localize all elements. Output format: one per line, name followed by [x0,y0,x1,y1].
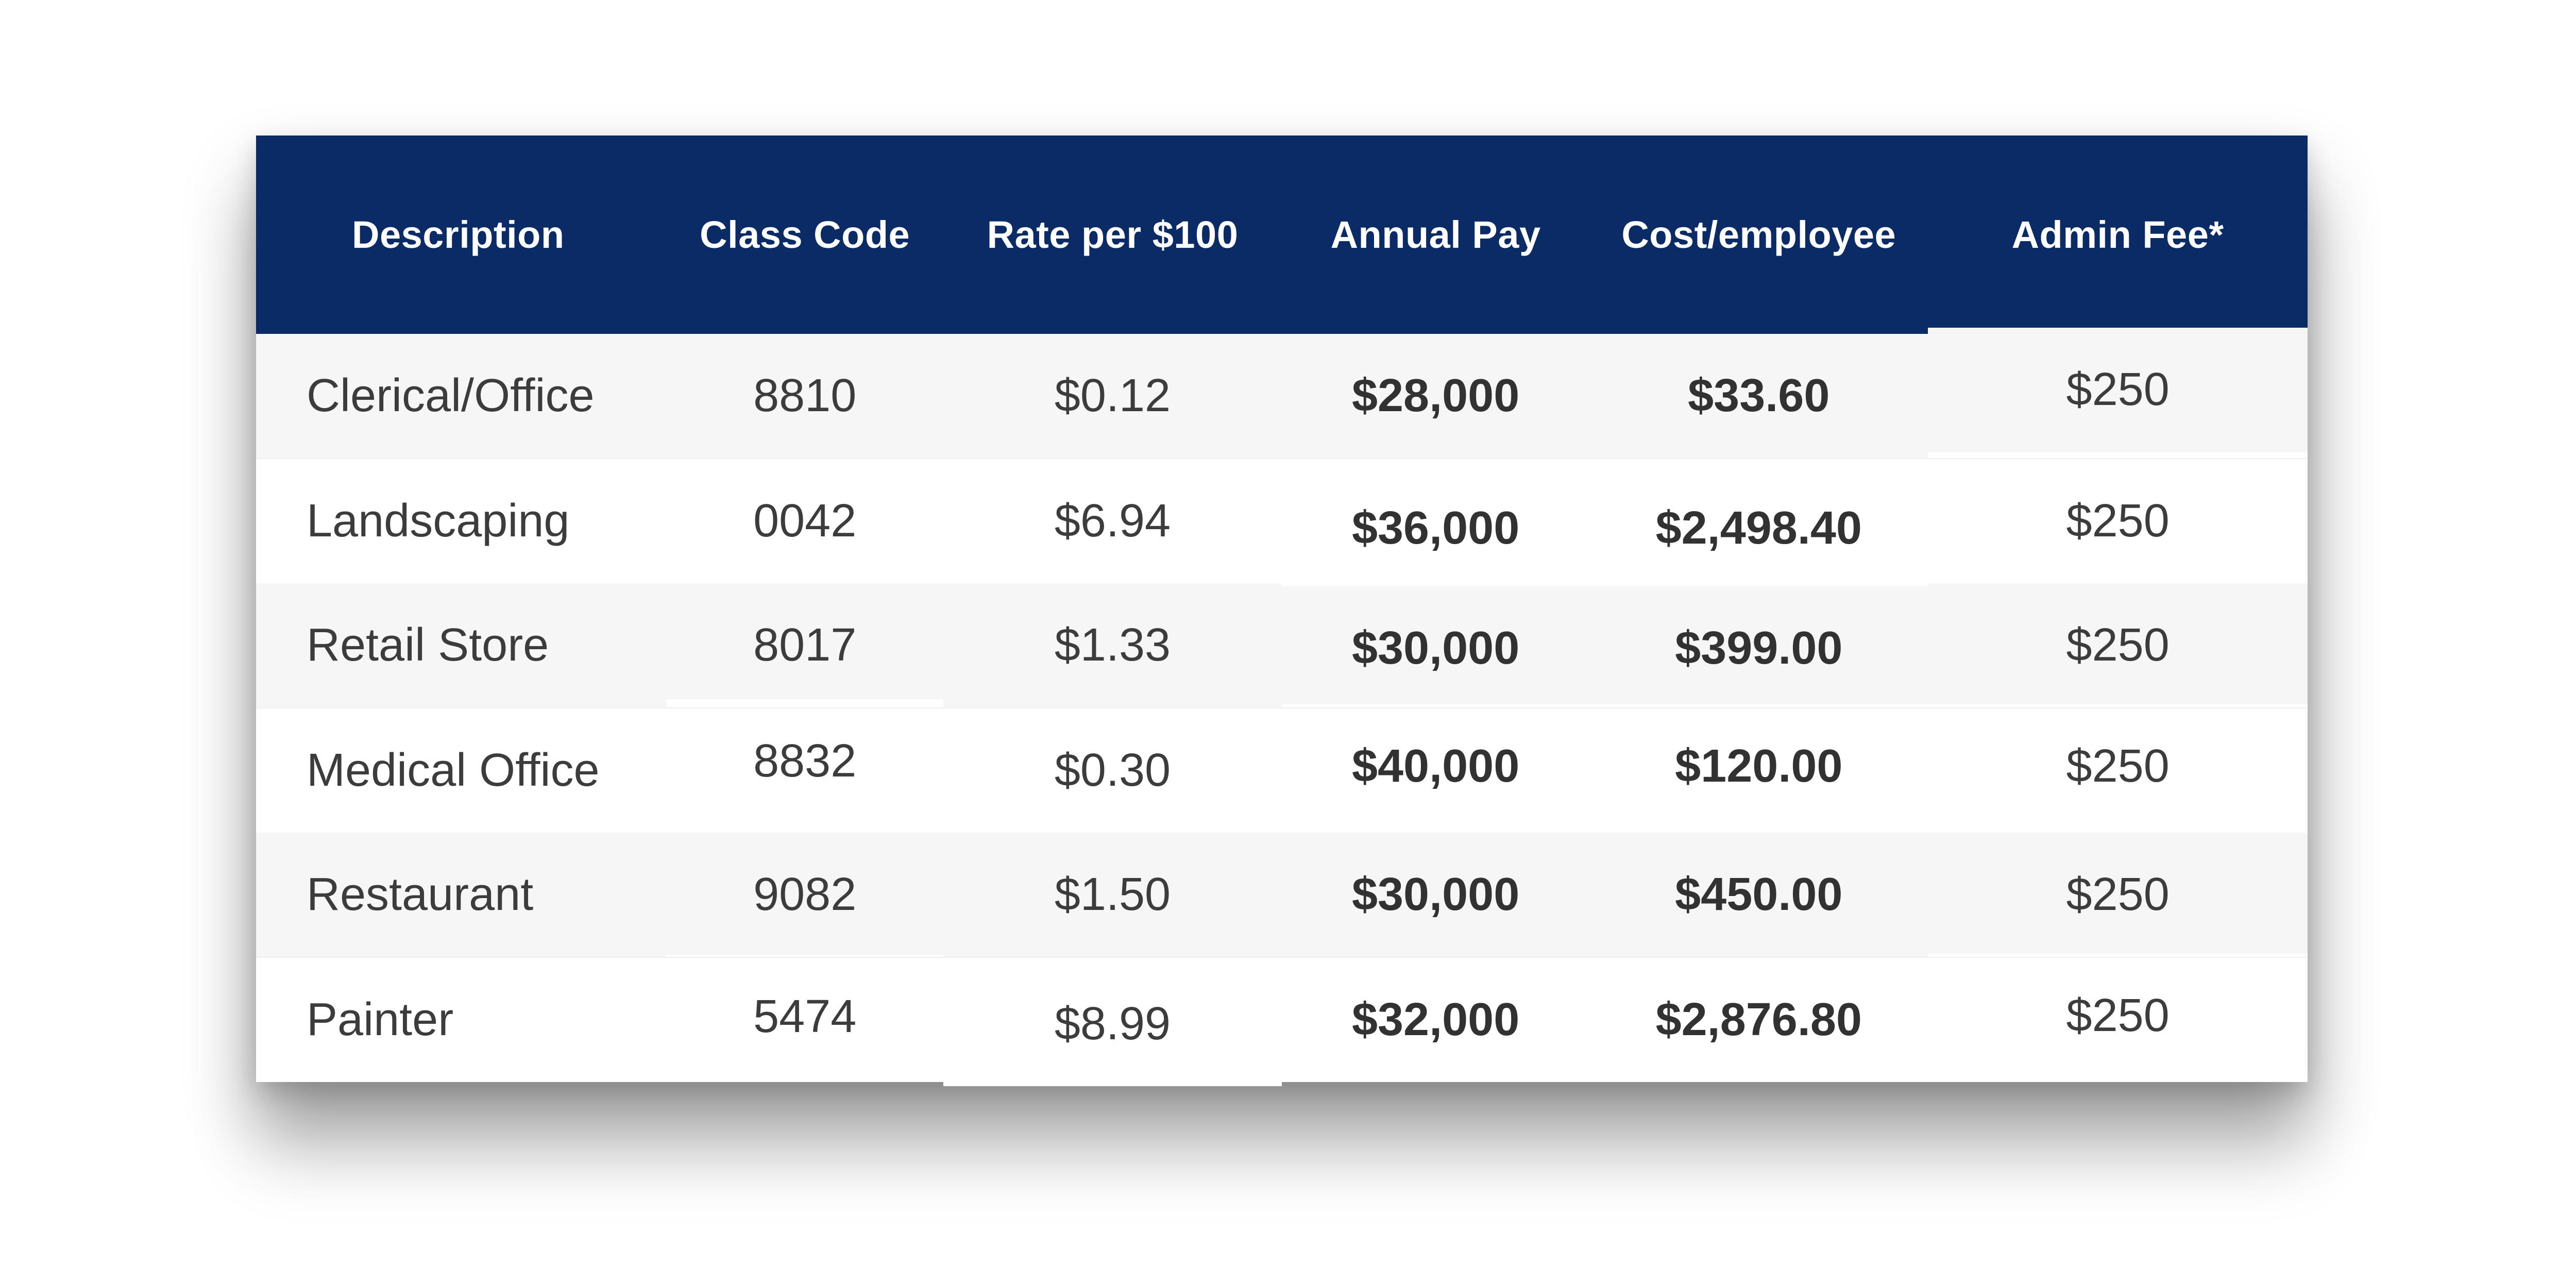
table-row: Restaurant 9082 $1.50 $30,000 $450.00 $2… [256,833,2308,957]
cell-cost-per-employee: $2,498.40 [1655,502,1862,554]
column-header-rate-per-100: Rate per $100 [987,213,1239,256]
cell-rate-per-100: $6.94 [1054,495,1171,547]
table-row: Painter 5474 $8.99 $32,000 $2,876.80 $25… [256,957,2308,1082]
column-header-description: Description [352,213,565,256]
cell-annual-pay: $36,000 [1351,502,1520,554]
column-header-class-code: Class Code [700,213,910,256]
cell-description: Retail Store [307,619,549,671]
cell-admin-fee: $250 [2066,619,2170,671]
cell-rate-per-100: $1.50 [1054,869,1171,920]
cell-annual-pay: $28,000 [1351,370,1520,421]
cell-admin-fee: $250 [2066,740,2170,792]
cell-class-code: 8832 [753,735,857,787]
cell-rate-per-100: $0.30 [1054,745,1171,796]
cell-admin-fee: $250 [2066,990,2170,1041]
cell-cost-per-employee: $2,876.80 [1655,994,1862,1045]
cell-class-code: 8017 [753,619,857,671]
cell-rate-per-100: $0.12 [1054,370,1171,421]
cell-cost-per-employee: $399.00 [1675,622,1843,674]
cell-annual-pay: $32,000 [1351,994,1520,1045]
cell-class-code: 8810 [753,370,857,421]
table-row: Retail Store 8017 $1.33 $30,000 $399.00 … [256,583,2308,708]
cell-description: Restaurant [307,869,534,920]
cell-admin-fee: $250 [2066,364,2170,415]
cell-rate-per-100: $8.99 [1054,998,1171,1050]
column-header-annual-pay: Annual Pay [1330,213,1541,256]
cell-annual-pay: $30,000 [1351,869,1520,920]
pricing-table: Description Class Code Rate per $100 Ann… [256,136,2308,1082]
table-row: Medical Office 8832 $0.30 $40,000 $120.0… [256,708,2308,833]
cell-cost-per-employee: $120.00 [1675,740,1843,792]
cell-description: Landscaping [307,495,570,547]
header-row: Description Class Code Rate per $100 Ann… [256,136,2308,334]
cell-description: Clerical/Office [307,370,595,421]
cell-cost-per-employee: $450.00 [1675,869,1843,920]
table-row: Clerical/Office 8810 $0.12 $28,000 $33.6… [256,334,2308,459]
cell-rate-per-100: $1.33 [1054,619,1171,671]
cell-description: Medical Office [307,745,600,796]
column-header-admin-fee: Admin Fee* [2011,213,2224,256]
cell-admin-fee: $250 [2066,495,2170,547]
cell-annual-pay: $40,000 [1351,740,1520,792]
cell-admin-fee: $250 [2066,869,2170,920]
pricing-table-card: Description Class Code Rate per $100 Ann… [256,136,2308,1082]
cell-class-code: 0042 [753,495,857,547]
table-row: Landscaping 0042 $6.94 $36,000 $2,498.40… [256,459,2308,583]
cell-cost-per-employee: $33.60 [1688,370,1830,421]
cell-class-code: 9082 [753,869,857,920]
cell-class-code: 5474 [753,991,857,1042]
cell-annual-pay: $30,000 [1351,622,1520,674]
column-header-cost-per-employee: Cost/employee [1621,213,1896,256]
cell-description: Painter [307,994,454,1045]
